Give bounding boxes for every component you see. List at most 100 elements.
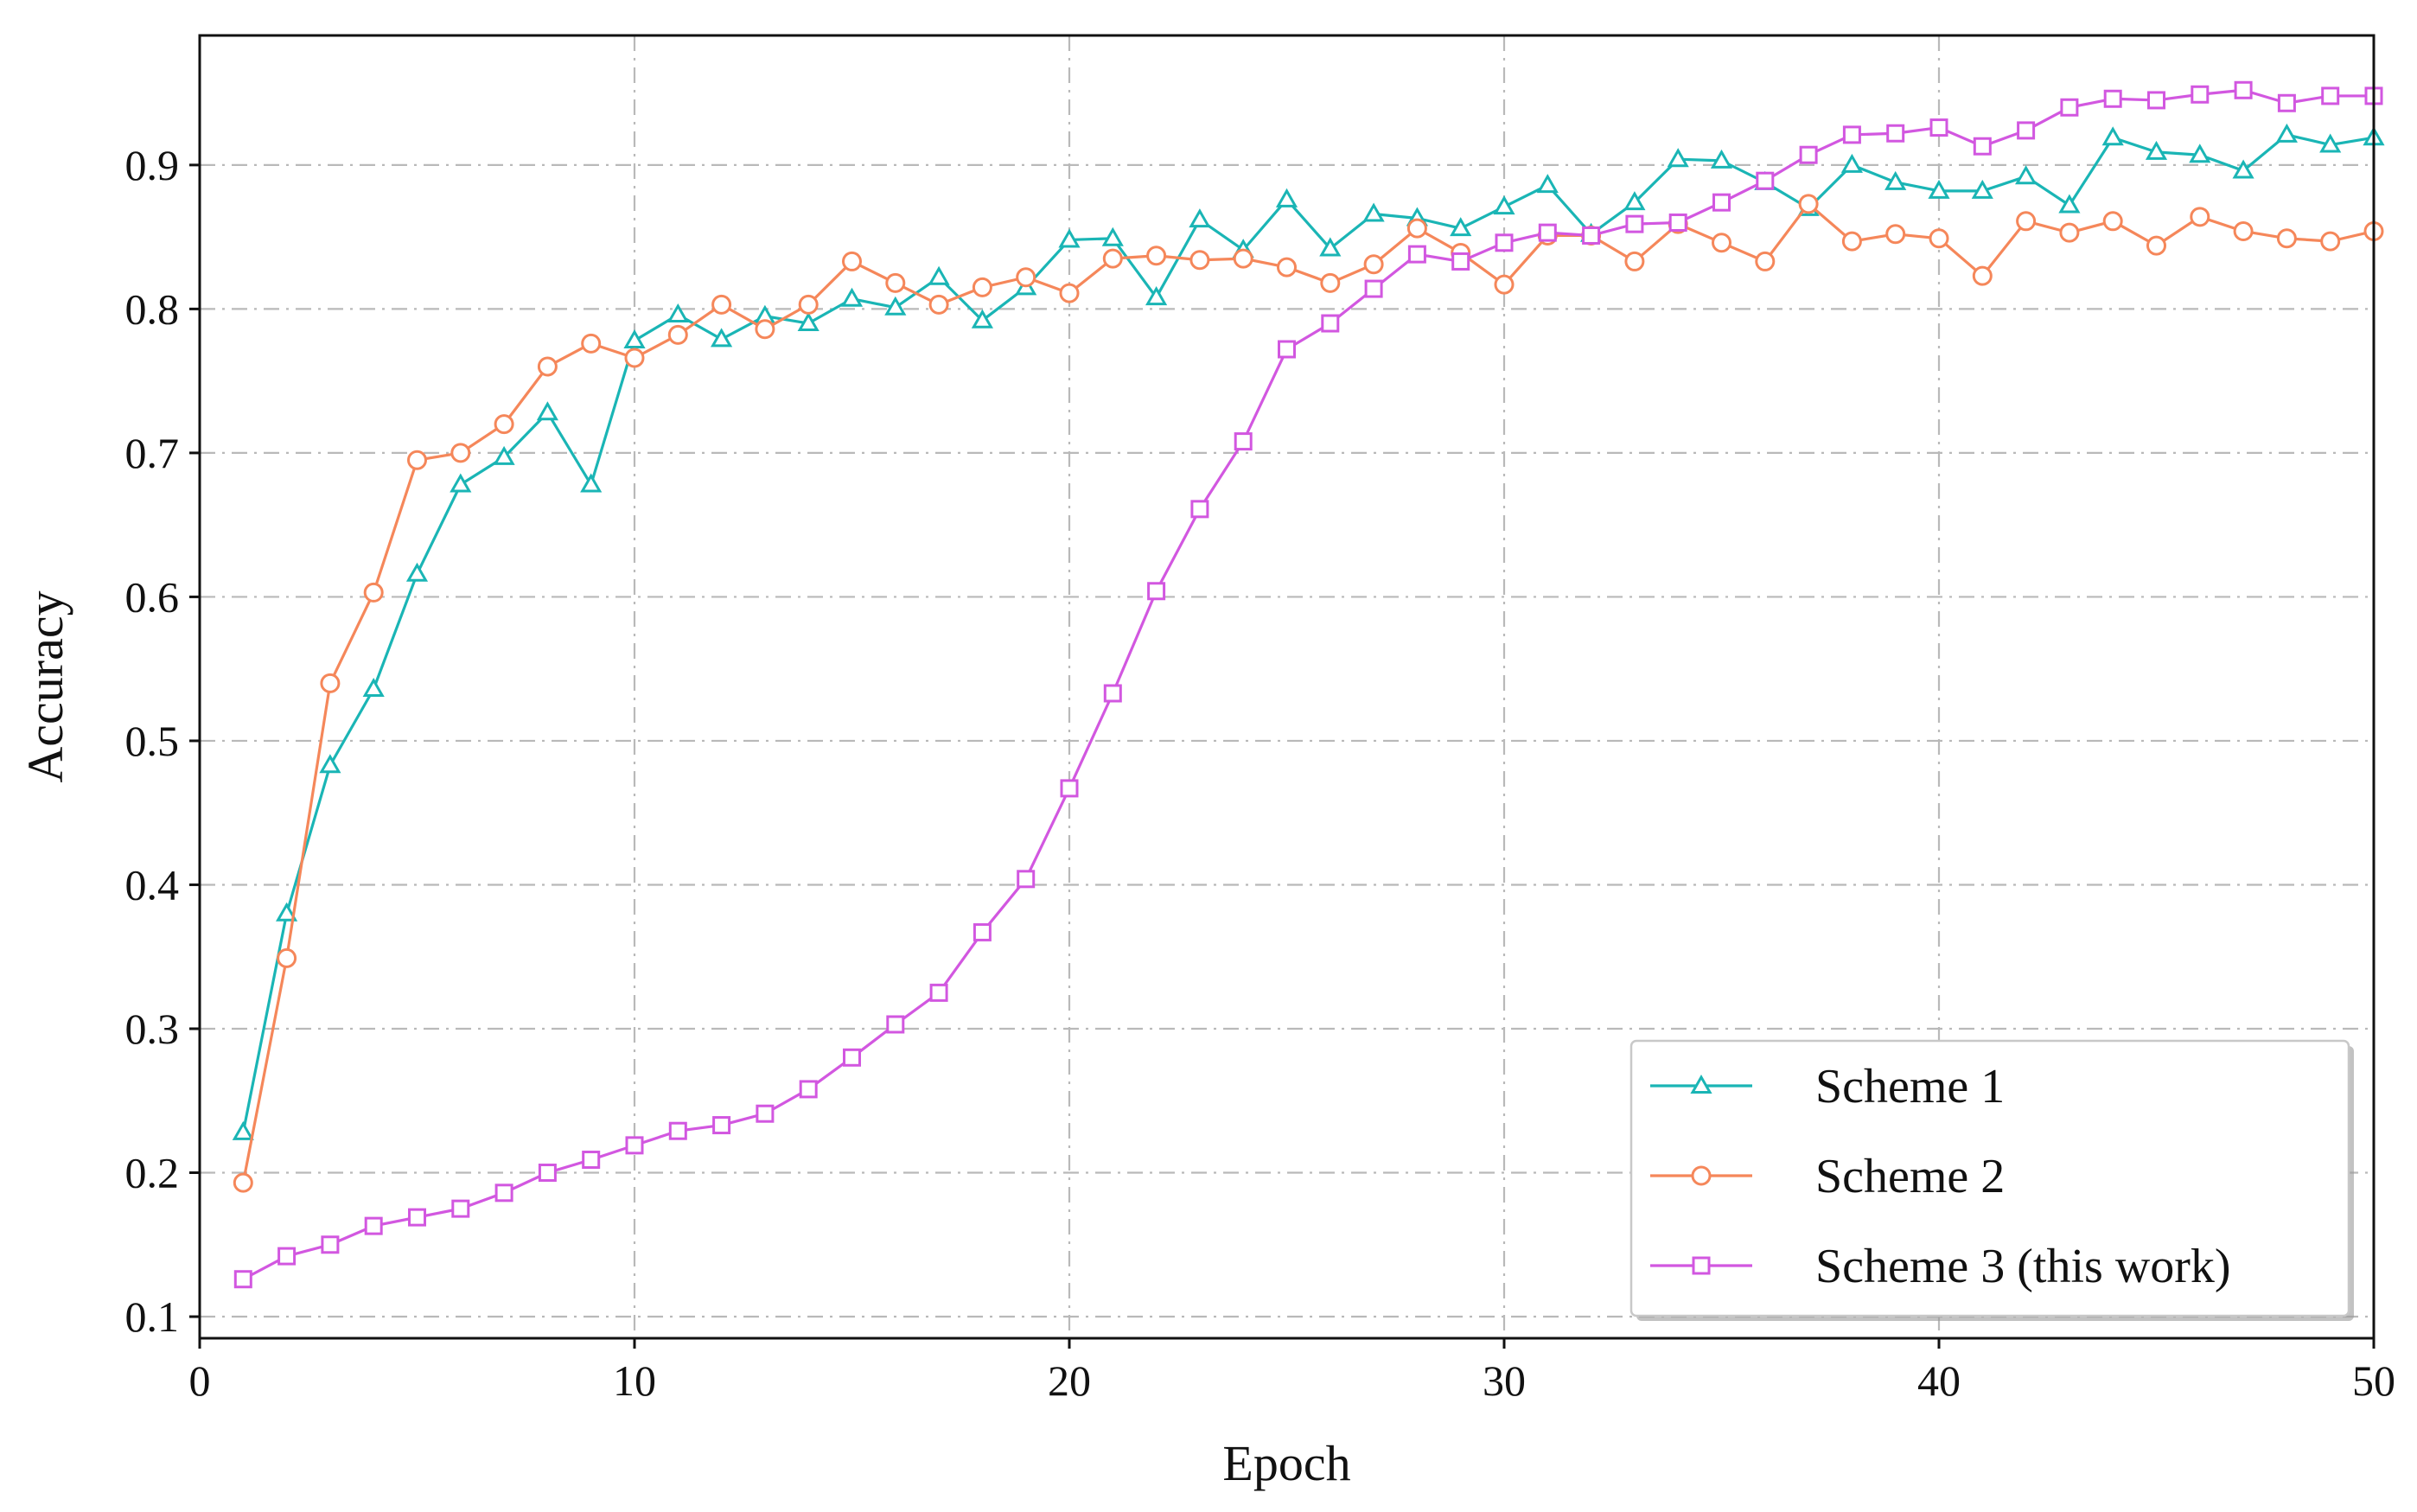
data-point-square: [1060, 779, 1079, 798]
data-point-triangle: [971, 309, 993, 329]
data-point-square: [973, 922, 992, 941]
y-tick-label: 0.1: [125, 1292, 180, 1341]
data-point-square: [1582, 226, 1601, 245]
data-point-circle: [233, 1172, 253, 1193]
data-point-circle: [972, 277, 992, 297]
data-point-square: [668, 1121, 687, 1140]
data-point-circle: [1233, 248, 1253, 269]
data-point-square: [321, 1235, 340, 1254]
data-point-square: [451, 1199, 470, 1218]
y-tick-label: 0.2: [125, 1149, 180, 1197]
data-point-triangle: [2319, 133, 2342, 153]
data-point-triangle: [319, 754, 341, 774]
data-point-square: [233, 1270, 252, 1289]
data-point-triangle: [1145, 286, 1168, 306]
data-point-square: [2277, 93, 2296, 112]
data-point-square: [1668, 213, 1687, 232]
y-tick-label: 0.5: [125, 717, 180, 765]
data-point-circle: [1320, 272, 1341, 293]
data-point-square: [929, 983, 948, 1002]
data-point-circle: [1016, 267, 1036, 288]
data-point-triangle: [450, 473, 472, 493]
data-point-square: [1364, 279, 1383, 298]
data-point-triangle: [2232, 159, 2254, 179]
data-point-square: [1451, 252, 1470, 271]
plot-frame: [198, 34, 2376, 1340]
data-point-square: [1495, 233, 1514, 252]
data-point-circle: [2190, 207, 2210, 227]
data-point-circle: [2102, 211, 2123, 232]
tick-marks: [189, 163, 2376, 1349]
data-point-circle: [1755, 251, 1776, 271]
data-point-square: [1538, 223, 1557, 242]
data-point-circle: [1972, 265, 1993, 286]
data-point-triangle: [2145, 140, 2168, 160]
legend-item: Scheme 1: [1650, 1060, 2005, 1113]
data-point-square: [2321, 86, 2340, 105]
data-point-circle: [1798, 194, 1819, 214]
data-point-circle: [2276, 228, 2297, 249]
data-point-square: [712, 1116, 731, 1135]
data-point-circle: [798, 294, 819, 315]
data-point-triangle: [1884, 170, 1907, 190]
data-point-triangle: [1189, 208, 1211, 228]
data-point-square: [1886, 124, 1905, 143]
data-point-square: [277, 1247, 297, 1266]
data-point-square: [756, 1104, 775, 1123]
data-point-square: [1756, 171, 1775, 190]
data-point-square: [1321, 314, 1340, 333]
data-point-circle: [1841, 231, 1862, 252]
data-point-square: [2147, 91, 2165, 110]
data-point-triangle: [1840, 153, 1863, 173]
data-point-circle: [624, 348, 645, 368]
data-point-triangle: [2275, 123, 2298, 143]
x-axis-title: Epoch: [1222, 1435, 1350, 1491]
data-point-triangle: [928, 265, 950, 285]
data-point-circle: [2059, 222, 2080, 243]
data-point-triangle: [666, 303, 689, 323]
data-point-square: [1147, 582, 1166, 601]
data-point-square: [1973, 137, 1992, 156]
x-tick-label: 20: [1048, 1356, 1091, 1405]
data-point-triangle: [1362, 202, 1385, 222]
data-point-triangle: [711, 328, 733, 348]
data-point-triangle: [1450, 217, 1472, 237]
data-point-triangle: [1493, 195, 1515, 215]
data-point-circle: [1929, 228, 1949, 249]
data-point-circle: [1146, 246, 1167, 266]
x-tick-label: 30: [1483, 1356, 1526, 1405]
data-point-circle: [1059, 283, 1080, 303]
series-scheme-2: [233, 194, 2384, 1193]
data-point-circle: [1712, 233, 1731, 253]
data-point-circle: [1885, 224, 1906, 245]
y-tick-label: 0.3: [125, 1005, 180, 1053]
data-point-circle: [277, 947, 297, 968]
data-point-triangle: [405, 562, 429, 582]
data-point-circle: [1624, 251, 1645, 271]
data-point-square: [1407, 245, 1426, 264]
x-tick-label: 40: [1917, 1356, 1961, 1405]
data-point-triangle: [1667, 148, 1689, 168]
data-point-square: [2103, 89, 2122, 108]
data-point-circle: [320, 673, 341, 693]
data-point-square: [1712, 193, 1731, 212]
data-point-triangle: [623, 329, 646, 349]
data-point-circle: [1363, 254, 1384, 275]
legend-item: Scheme 2: [1650, 1150, 2005, 1203]
data-point-circle: [1277, 257, 1297, 278]
data-point-triangle: [580, 473, 603, 493]
data-point-square: [1190, 500, 1209, 519]
data-point-square: [1017, 870, 1036, 889]
data-point-square: [1929, 118, 1948, 137]
y-axis-title: Accuracy: [17, 590, 73, 782]
data-point-circle: [494, 414, 514, 435]
data-point-circle: [755, 319, 775, 340]
data-point-square: [843, 1048, 861, 1067]
data-point-triangle: [536, 401, 558, 421]
data-point-triangle: [2101, 126, 2124, 146]
data-point-circle: [1406, 218, 1427, 239]
data-point-triangle: [1623, 191, 1646, 211]
data-point-circle: [885, 272, 906, 293]
y-tick-label: 0.9: [125, 141, 180, 189]
